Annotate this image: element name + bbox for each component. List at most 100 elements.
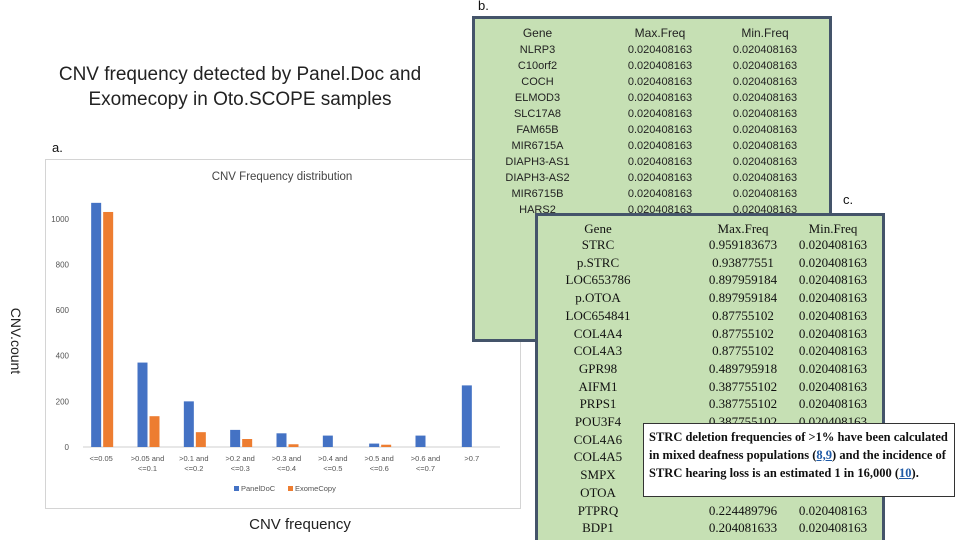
table-cell: 0.020408163	[798, 378, 868, 394]
y-tick-label: 1000	[51, 215, 69, 224]
table-cell: 0.020408163	[732, 140, 798, 152]
table-cell: 0.959183673	[708, 237, 778, 252]
table-cell: POU3F4	[574, 414, 622, 429]
y-tick-label: 200	[56, 397, 70, 406]
table-cell: 0.87755102	[712, 307, 774, 323]
table-b-header-cell: Max.Freq	[634, 26, 686, 40]
table-cell: 0.93877551	[712, 254, 774, 270]
y-tick-label: 400	[56, 352, 70, 361]
table-b-header-cell: Min.Freq	[741, 26, 789, 40]
x-tick-label: >0.3 and <=0.4	[272, 454, 301, 473]
y-tick-label: 600	[56, 306, 70, 315]
table-c-header-cell: Min.Freq	[808, 221, 858, 236]
x-tick-label: >0.2 and <=0.3	[225, 454, 254, 473]
table-cell: GPR98	[578, 360, 618, 376]
table-row: PRPS1 0.387755102 0.020408163	[538, 395, 882, 413]
table-cell: 0.020408163	[798, 272, 868, 288]
table-cell: STRC	[581, 237, 615, 252]
table-cell: 0.897959184	[708, 272, 778, 288]
bar-paneldoc-6	[369, 443, 380, 447]
table-cell: LOC653786	[565, 272, 631, 288]
y-tick-label: 0	[65, 443, 70, 452]
table-cell: 0.87755102	[712, 325, 774, 341]
table-row: BDP1 0.204081633 0.020408163	[538, 519, 882, 537]
table-cell: OTOA	[580, 484, 616, 500]
x-tick-label: >0.4 and <=0.5	[318, 454, 347, 473]
bar-exomecopy-0	[103, 211, 114, 447]
table-cell: 0.020408163	[798, 396, 868, 412]
table-cell: 0.020408163	[798, 325, 868, 341]
callout-ref-1[interactable]: 8,9	[816, 448, 833, 462]
callout-ref-2[interactable]: 10	[899, 466, 912, 480]
table-cell: 0.204081633	[708, 520, 778, 536]
bar-paneldoc-2	[183, 401, 194, 447]
table-row: AIFM1 0.387755102 0.020408163	[538, 378, 882, 396]
x-tick-label: >0.5 and <=0.6	[364, 454, 393, 473]
table-row: MIR6715B 0.020408163 0.020408163	[475, 186, 829, 202]
table-cell: DIAPH3-AS2	[505, 172, 570, 184]
table-cell: p.STRC	[576, 254, 620, 270]
table-cell: 0.020408163	[798, 360, 868, 376]
bar-paneldoc-1	[137, 362, 148, 447]
table-cell: PRPS1	[579, 396, 617, 412]
legend-swatch-exomecopy	[288, 486, 293, 491]
table-cell: 0.020408163	[798, 502, 868, 518]
table-c-header-cell: Max.Freq	[717, 221, 769, 236]
table-row: COL4A4 0.87755102 0.020408163	[538, 325, 882, 343]
panel-label-c: c.	[843, 192, 854, 207]
table-row: FAM65B 0.020408163 0.020408163	[475, 122, 829, 138]
table-row: LOC654841 0.87755102 0.020408163	[538, 307, 882, 325]
table-cell: 0.020408163	[627, 76, 693, 88]
table-cell: C10orf2	[517, 60, 558, 72]
x-tick-label: >0.1 and <=0.2	[179, 454, 208, 473]
slide-title: CNV frequency detected by Panel.Doc and …	[58, 64, 422, 110]
table-cell: FAM65B	[516, 124, 559, 136]
table-cell: 0.020408163	[798, 307, 868, 323]
x-tick-label: >0.6 and <=0.7	[411, 454, 440, 473]
table-cell: 0.020408163	[627, 188, 693, 200]
chart-title: CNV Frequency distribution	[212, 171, 353, 183]
table-cell: COL4A4	[573, 325, 623, 341]
table-cell: LOC654841	[565, 307, 631, 323]
table-row: DIAPH3-AS1 0.020408163 0.020408163	[475, 154, 829, 170]
table-row: STRC 0.959183673 0.020408163	[538, 236, 882, 254]
callout-text-3: ).	[911, 466, 919, 480]
bar-paneldoc-4	[276, 433, 287, 447]
callout-text-2: ) and the incidence of STRC hearing loss…	[649, 448, 946, 480]
table-row: SMPX	[538, 466, 882, 484]
bar-exomecopy-4	[288, 444, 299, 447]
table-cell: BDP1	[582, 520, 614, 536]
table-cell: 0.489795918	[708, 360, 778, 376]
table-cell: 0.387755102	[708, 378, 778, 394]
table-cell: 0.020408163	[732, 108, 798, 120]
table-cell: COL4A3	[573, 343, 623, 359]
table-cell: MIR6715A	[511, 140, 564, 152]
table-row: GPR98 0.489795918 0.020408163	[538, 360, 882, 378]
table-row: COL4A3 0.87755102 0.020408163	[538, 342, 882, 360]
x-tick-label: >0.05 and <=0.1	[131, 454, 165, 473]
y-tick-label: 800	[56, 260, 70, 269]
legend-label-exomecopy: ExomeCopy	[295, 484, 336, 493]
table-cell: 0.87755102	[712, 343, 774, 359]
chart-frame	[45, 159, 521, 509]
table-c-header-cell: Gene	[584, 221, 612, 236]
table-row: COCH 0.020408163 0.020408163	[475, 74, 829, 90]
table-cell: 0.020408163	[627, 108, 693, 120]
table-cell: 0.020408163	[732, 124, 798, 136]
table-cell: 0.020408163	[732, 44, 798, 56]
table-cell: PTPRQ	[577, 502, 619, 518]
table-cell: 0.020408163	[798, 254, 868, 270]
panel-label-a: a.	[52, 140, 63, 155]
bar-paneldoc-7	[415, 435, 426, 447]
table-cell: 0.020408163	[627, 140, 693, 152]
y-axis-label: CNV.count	[8, 307, 24, 375]
table-c-header: Gene Max.Freq Min.Freq	[538, 220, 882, 238]
legend-label-paneldoc: PanelDoC	[241, 484, 276, 493]
table-row: COL4A5	[538, 448, 882, 466]
table-cell: 0.020408163	[627, 172, 693, 184]
table-cell: MIR6715B	[511, 188, 564, 200]
table-b-header-cell: Gene	[522, 26, 553, 40]
callout-text-1: STRC deletion frequencies of >1% have be…	[649, 430, 948, 462]
table-cell: 0.020408163	[798, 520, 868, 536]
table-cell: 0.020408163	[732, 172, 798, 184]
